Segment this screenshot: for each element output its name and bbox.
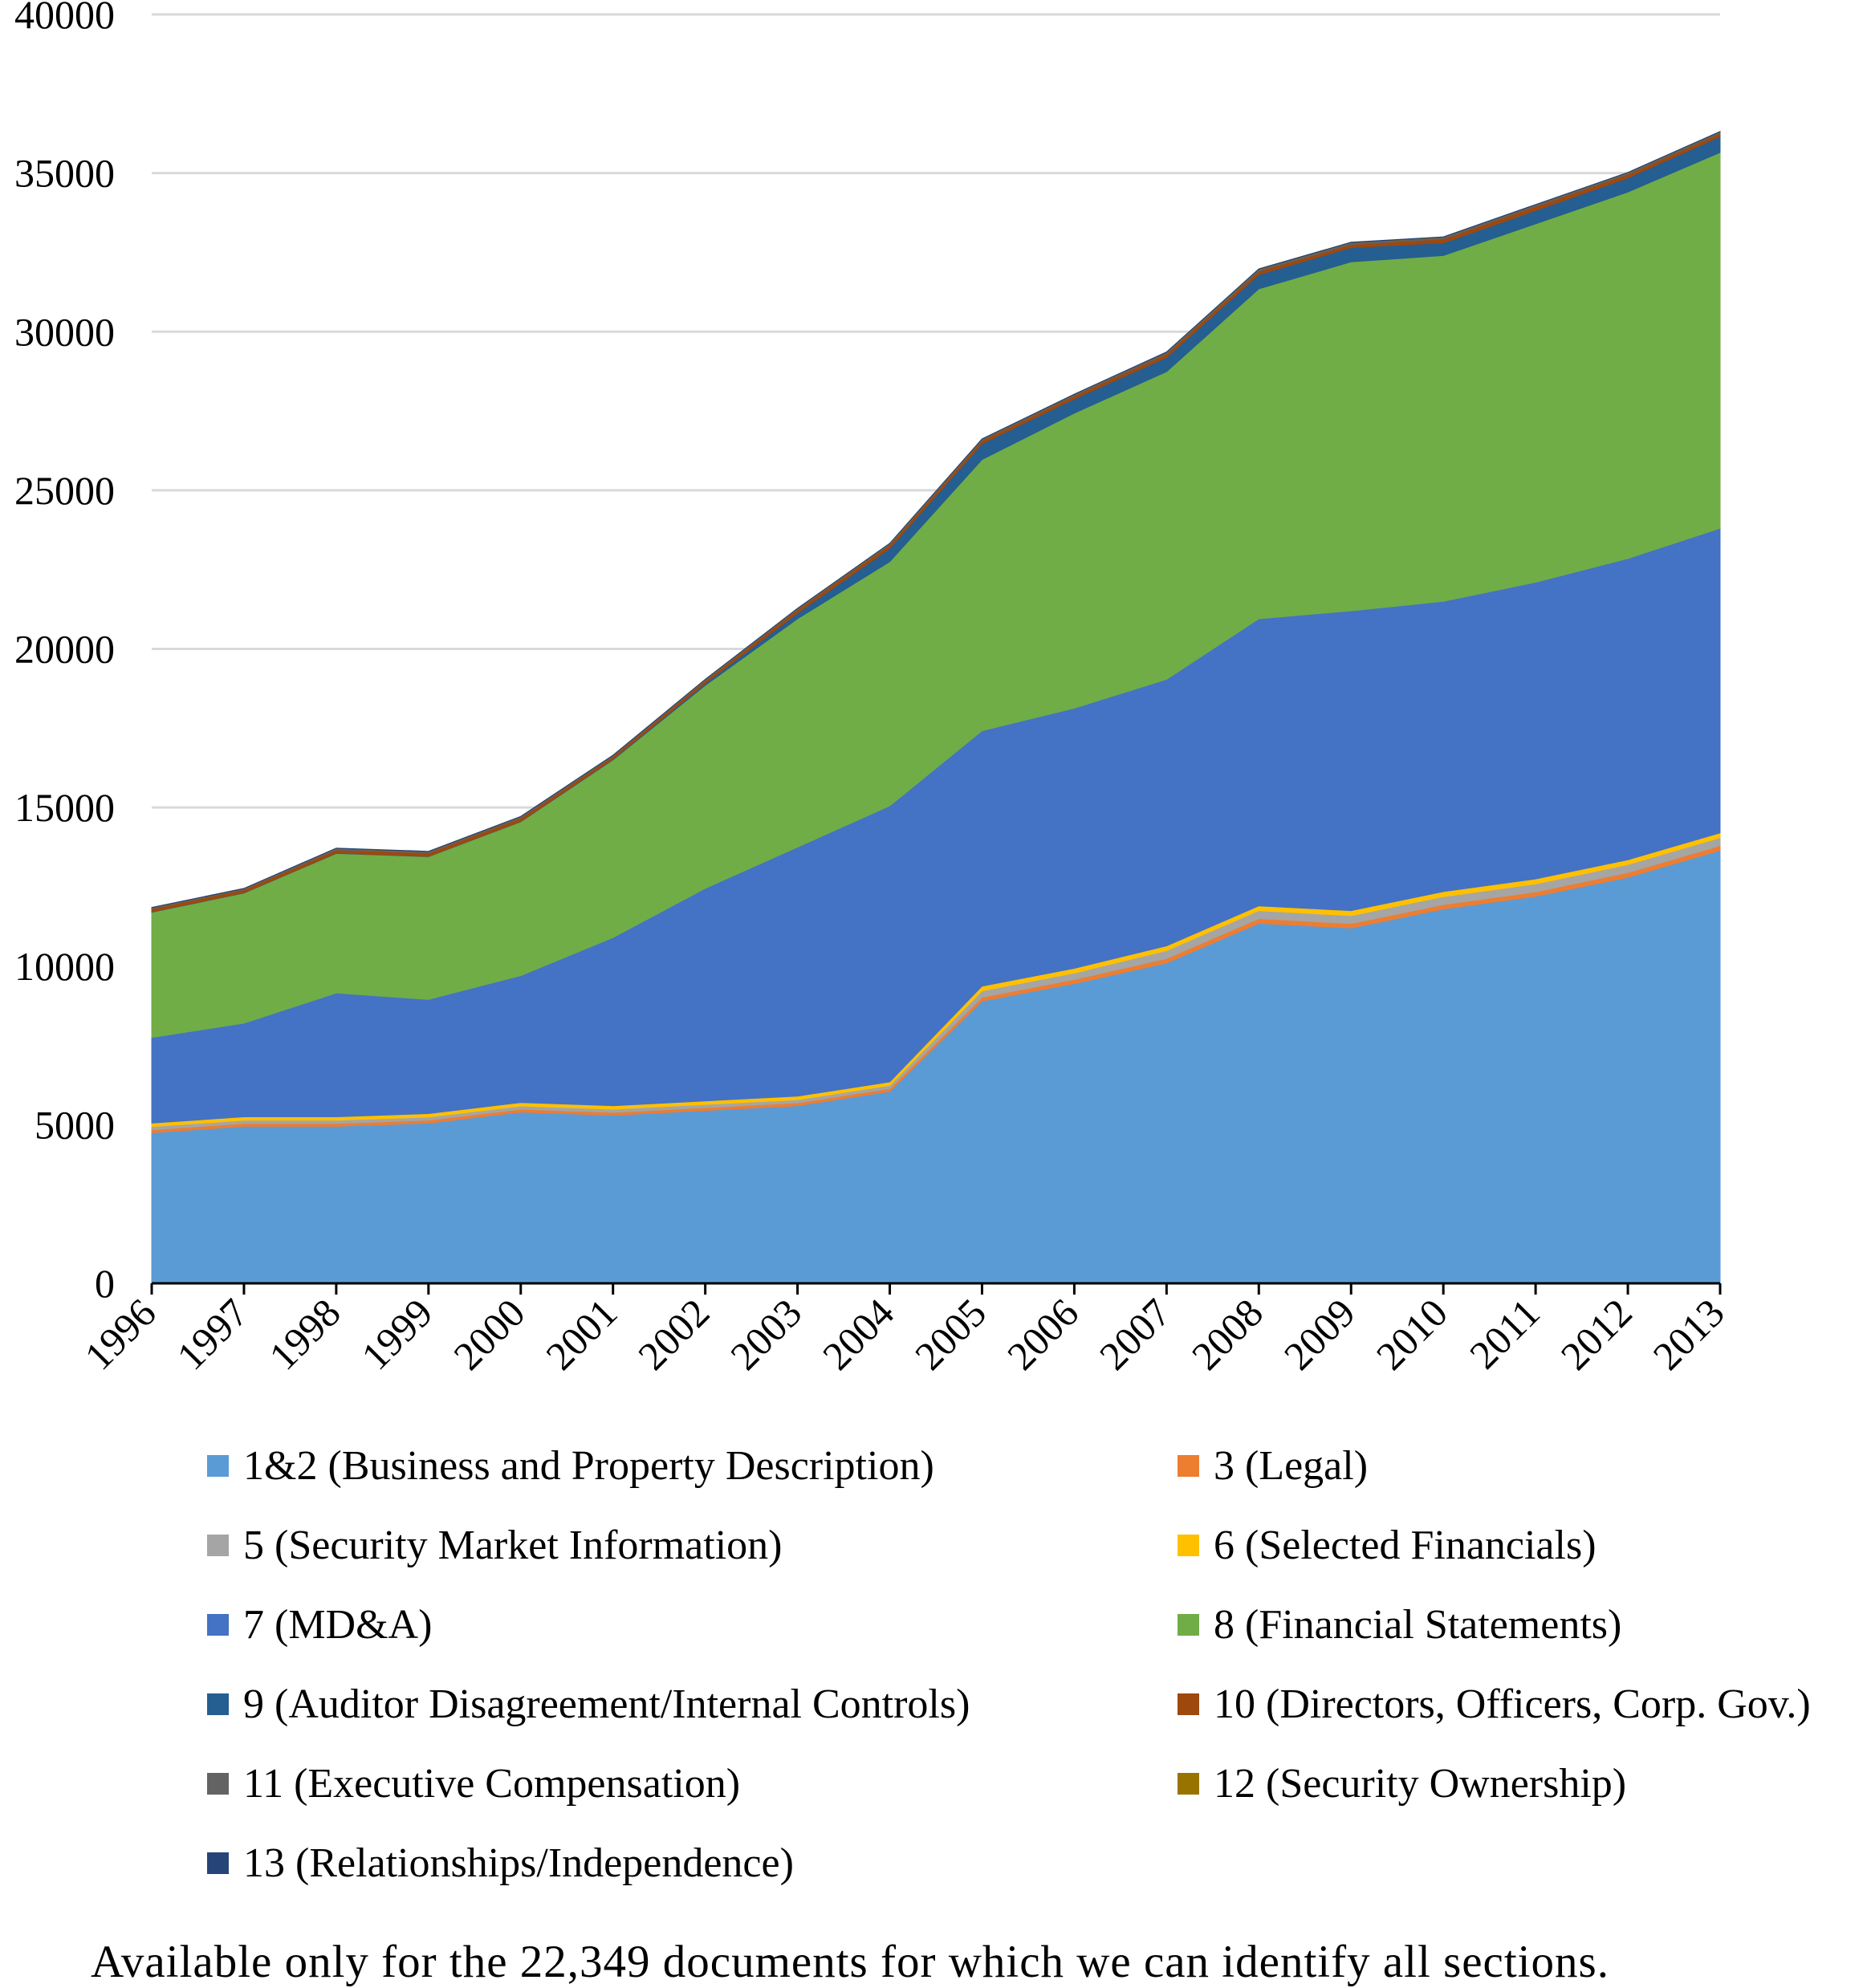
x-tick-label: 2003 [722, 1290, 810, 1378]
chart-annotation: Available only for the 22,349 documents … [91, 1937, 1609, 1987]
x-tick-label: 1997 [168, 1290, 256, 1378]
x-tick-label: 2013 [1644, 1290, 1732, 1378]
legend-label: 11 (Executive Compensation) [243, 1761, 740, 1807]
legend-swatch [207, 1535, 229, 1556]
area-series-11 [151, 131, 1721, 909]
y-tick-label: 35000 [14, 151, 115, 196]
y-tick-label: 40000 [14, 0, 115, 37]
x-tick-label: 2007 [1091, 1290, 1179, 1378]
y-tick-label: 10000 [14, 944, 115, 989]
x-tick-label: 2005 [906, 1290, 995, 1378]
legend-label: 13 (Relationships/Independence) [243, 1840, 794, 1886]
legend-swatch [207, 1693, 229, 1715]
legend-swatch [207, 1455, 229, 1477]
legend-label: 5 (Security Market Information) [243, 1523, 782, 1568]
area-series [151, 131, 1721, 1284]
legend-swatch [1178, 1455, 1199, 1477]
x-tick-label: 2011 [1461, 1290, 1548, 1377]
legend-label: 10 (Directors, Officers, Corp. Gov.) [1214, 1681, 1811, 1727]
x-tick-label: 2002 [629, 1290, 718, 1378]
legend-swatch [1178, 1535, 1199, 1556]
legend-swatch [207, 1852, 229, 1874]
x-tick-label: 2004 [814, 1290, 902, 1378]
x-tick-label: 1999 [352, 1290, 441, 1378]
x-tick-label: 2001 [537, 1290, 625, 1378]
x-tick-label: 2006 [999, 1290, 1087, 1378]
x-tick-label: 2012 [1552, 1290, 1641, 1378]
legend-label: 1&2 (Business and Property Description) [243, 1443, 934, 1489]
x-tick-label: 2000 [445, 1290, 533, 1378]
x-tick-label: 2009 [1275, 1290, 1364, 1378]
legend-label: 3 (Legal) [1214, 1443, 1368, 1489]
x-tick-label: 2010 [1368, 1290, 1456, 1378]
legend-swatch [207, 1614, 229, 1636]
y-tick-label: 20000 [14, 627, 115, 672]
y-tick-label: 15000 [14, 785, 115, 830]
legend-label: 9 (Auditor Disagreement/Internal Control… [243, 1681, 970, 1727]
x-tick-label: 1998 [260, 1290, 348, 1378]
legend-swatch [1178, 1773, 1199, 1795]
legend-label: 7 (MD&A) [243, 1602, 432, 1648]
legend-swatch [207, 1773, 229, 1795]
legend: 1&2 (Business and Property Description) 3… [207, 1443, 1811, 1886]
y-tick-label: 0 [95, 1261, 115, 1306]
x-tick-label: 2008 [1183, 1290, 1271, 1378]
y-tick-label: 5000 [35, 1102, 115, 1147]
y-tick-label: 30000 [14, 309, 115, 354]
x-tick-label: 1996 [75, 1290, 164, 1378]
y-tick-label: 25000 [14, 468, 115, 513]
legend-label: 8 (Financial Statements) [1214, 1602, 1621, 1648]
legend-label: 6 (Selected Financials) [1214, 1523, 1597, 1568]
legend-swatch [1178, 1693, 1199, 1715]
legend-label: 12 (Security Ownership) [1214, 1761, 1626, 1807]
legend-swatch [1178, 1614, 1199, 1636]
